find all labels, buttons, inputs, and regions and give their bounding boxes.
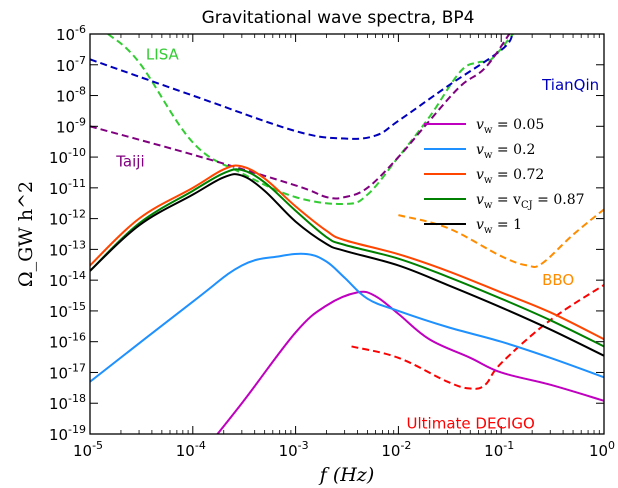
x-tick-label: 10-4 xyxy=(176,439,206,460)
y-tick-label: 10-8 xyxy=(56,85,86,106)
annotations-layer: LISA TianQin Taiji BBO Ultimate DECIGO xyxy=(115,45,599,432)
y-tick-label: 10-6 xyxy=(56,23,86,44)
x-tick-label: 10-5 xyxy=(73,439,103,460)
y-axis-label: Ω_GW h^2 xyxy=(15,181,37,287)
x-tick-label: 10-2 xyxy=(381,439,411,460)
sensitivity-bbo xyxy=(398,208,604,268)
legend-label: vw = vCJ = 0.87 xyxy=(476,192,585,211)
annotation-tianqin: TianQin xyxy=(541,76,599,94)
legend-label: vw = 0.2 xyxy=(476,142,535,161)
y-tick-label: 10-16 xyxy=(49,331,86,352)
series-v-w-0-72 xyxy=(90,164,604,341)
x-tick-label: 100 xyxy=(589,439,615,460)
y-tick-label: 10-12 xyxy=(49,208,86,229)
annotation-bbo: BBO xyxy=(542,271,574,289)
y-tick-label: 10-15 xyxy=(49,300,86,321)
annotation-lisa: LISA xyxy=(146,45,180,63)
sensitivity-tianqin xyxy=(90,34,514,140)
y-tick-label: 10-17 xyxy=(49,361,86,382)
y-tick-label: 10-11 xyxy=(49,177,86,198)
y-tick-label: 10-7 xyxy=(56,54,86,75)
y-tick-label: 10-9 xyxy=(56,115,86,136)
series-v-w-v-cj-0-87 xyxy=(90,168,604,348)
annotation-taiji: Taiji xyxy=(115,152,144,170)
legend-label: vw = 1 xyxy=(476,217,522,236)
curves-layer xyxy=(90,34,604,434)
legend: vw = 0.05 vw = 0.2 vw = 0.72 vw = vCJ = 0.8… xyxy=(424,117,585,236)
x-axis-label: f (Hz) xyxy=(318,464,374,486)
series-v-w-1 xyxy=(90,173,604,357)
annotation-ultimate-decigo: Ultimate DECIGO xyxy=(407,415,535,433)
y-tick-label: 10-19 xyxy=(49,423,86,444)
x-tick-label: 10-1 xyxy=(484,439,514,460)
y-axis-label-text: Ω_GW h^2 xyxy=(15,181,37,287)
series-v-w-0-05 xyxy=(216,290,604,434)
y-tick-label: 10-13 xyxy=(49,238,86,259)
chart-title: Gravitational wave spectra, BP4 xyxy=(202,8,475,28)
sensitivity-lisa xyxy=(107,34,514,205)
legend-label: vw = 0.05 xyxy=(476,117,544,136)
y-tick-label: 10-14 xyxy=(49,269,86,290)
legend-label: vw = 0.72 xyxy=(476,167,544,186)
x-tick-label: 10-3 xyxy=(279,439,309,460)
plot-frame xyxy=(89,33,605,435)
series-v-w-0-2 xyxy=(90,252,604,383)
y-tick-label: 10-18 xyxy=(49,392,86,413)
y-tick-label: 10-10 xyxy=(49,146,86,167)
